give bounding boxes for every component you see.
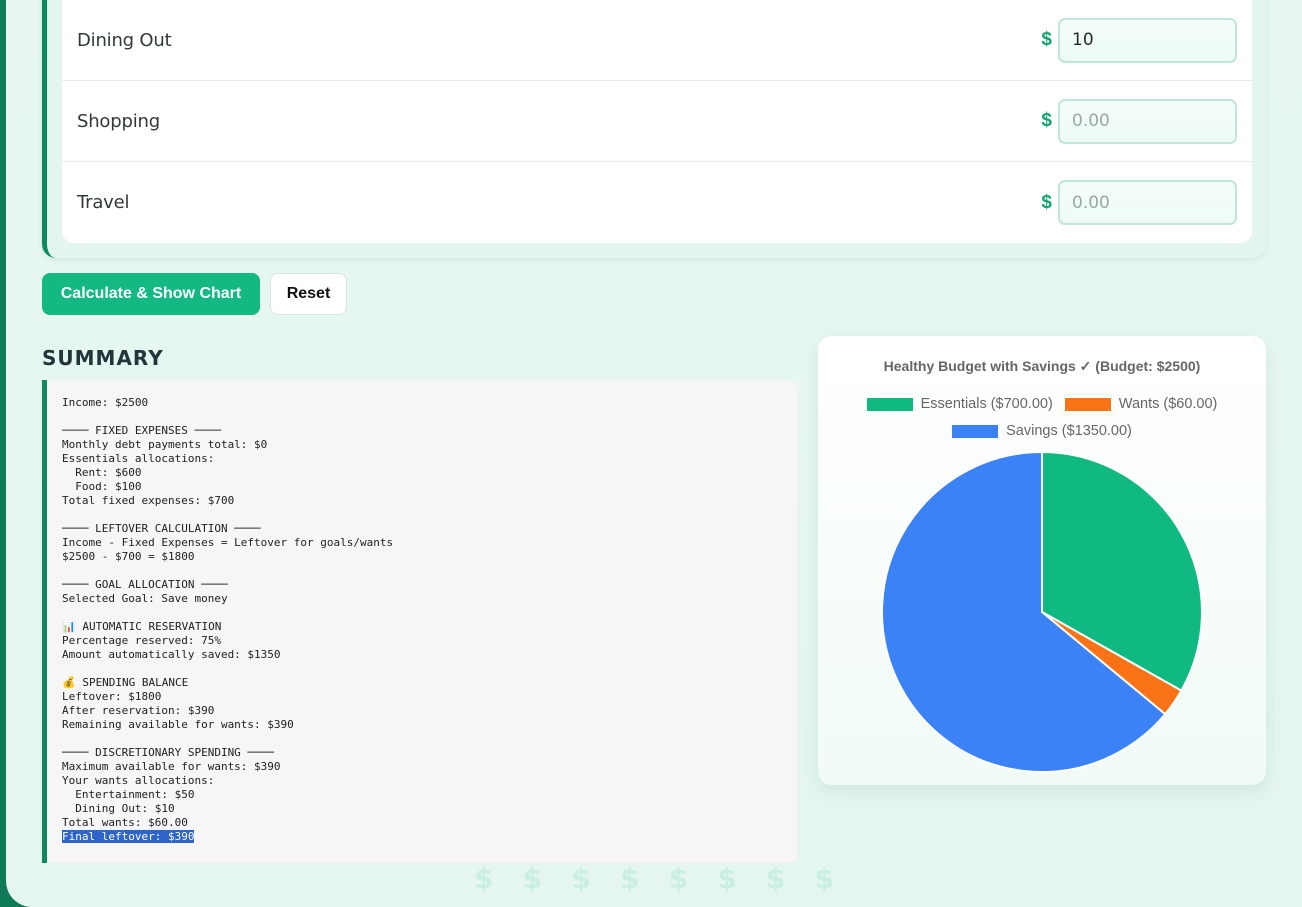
expense-label: Dining Out (77, 29, 172, 51)
expense-list: Dining Out $ Shopping $ Travel $ (62, 0, 1252, 243)
summary-body: Income: $2500 ──── FIXED EXPENSES ──── M… (62, 396, 394, 829)
chart-title: Healthy Budget with Savings ✓ (Budget: $… (883, 358, 1201, 374)
legend-swatch (1064, 397, 1111, 411)
legend-swatch (952, 424, 999, 438)
dining-out-input[interactable] (1058, 17, 1237, 63)
dollar-icon: $ (1041, 191, 1052, 213)
dollar-icon: $ (474, 862, 494, 895)
expense-row-travel: Travel $ (62, 162, 1252, 243)
dollar-icon: $ (522, 862, 543, 895)
summary-heading: SUMMARY (42, 346, 164, 370)
legend-label: Wants ($60.00) (1118, 396, 1218, 412)
expense-label: Shopping (77, 110, 160, 132)
chart-card: Healthy Budget with Savings ✓ (Budget: $… (818, 336, 1266, 785)
dollar-icon: $ (619, 862, 640, 895)
expense-label: Travel (77, 192, 130, 213)
dollar-icon: $ (765, 862, 786, 895)
pie-chart (881, 450, 1203, 773)
shopping-input[interactable] (1058, 98, 1237, 144)
legend-row-2: Savings ($1350.00) (818, 423, 1266, 439)
final-leftover-line: Final leftover: $390 (62, 830, 195, 843)
pie-slice-savings[interactable] (881, 450, 1167, 773)
summary-text: Income: $2500 ──── FIXED EXPENSES ──── M… (62, 396, 782, 844)
legend-label: Essentials ($700.00) (920, 396, 1053, 412)
legend-label: Savings ($1350.00) (1006, 423, 1132, 439)
dollar-icon: $ (1041, 110, 1052, 131)
expense-row-dining-out: Dining Out $ (62, 0, 1252, 81)
legend-item-wants[interactable]: Wants ($60.00) (1064, 396, 1218, 412)
decorative-dollar-strip: $ $ $ $ $ $ $ $ (474, 862, 834, 898)
travel-input[interactable] (1058, 180, 1237, 225)
summary-box: Income: $2500 ──── FIXED EXPENSES ──── M… (42, 380, 797, 863)
pie-slice-essentials[interactable] (1041, 450, 1203, 692)
legend-item-savings[interactable]: Savings ($1350.00) (952, 423, 1132, 439)
expense-row-shopping: Shopping $ (62, 81, 1252, 162)
dollar-icon: $ (814, 862, 834, 895)
calculate-button[interactable]: Calculate & Show Chart (42, 273, 260, 315)
legend-swatch (866, 397, 913, 411)
legend-row-1: Essentials ($700.00) Wants ($60.00) (818, 396, 1266, 412)
legend-item-essentials[interactable]: Essentials ($700.00) (866, 396, 1053, 412)
dollar-icon: $ (668, 862, 689, 895)
dollar-icon: $ (717, 862, 737, 895)
dollar-icon: $ (1041, 29, 1052, 50)
dollar-icon: $ (571, 862, 591, 895)
reset-button[interactable]: Reset (270, 273, 347, 315)
